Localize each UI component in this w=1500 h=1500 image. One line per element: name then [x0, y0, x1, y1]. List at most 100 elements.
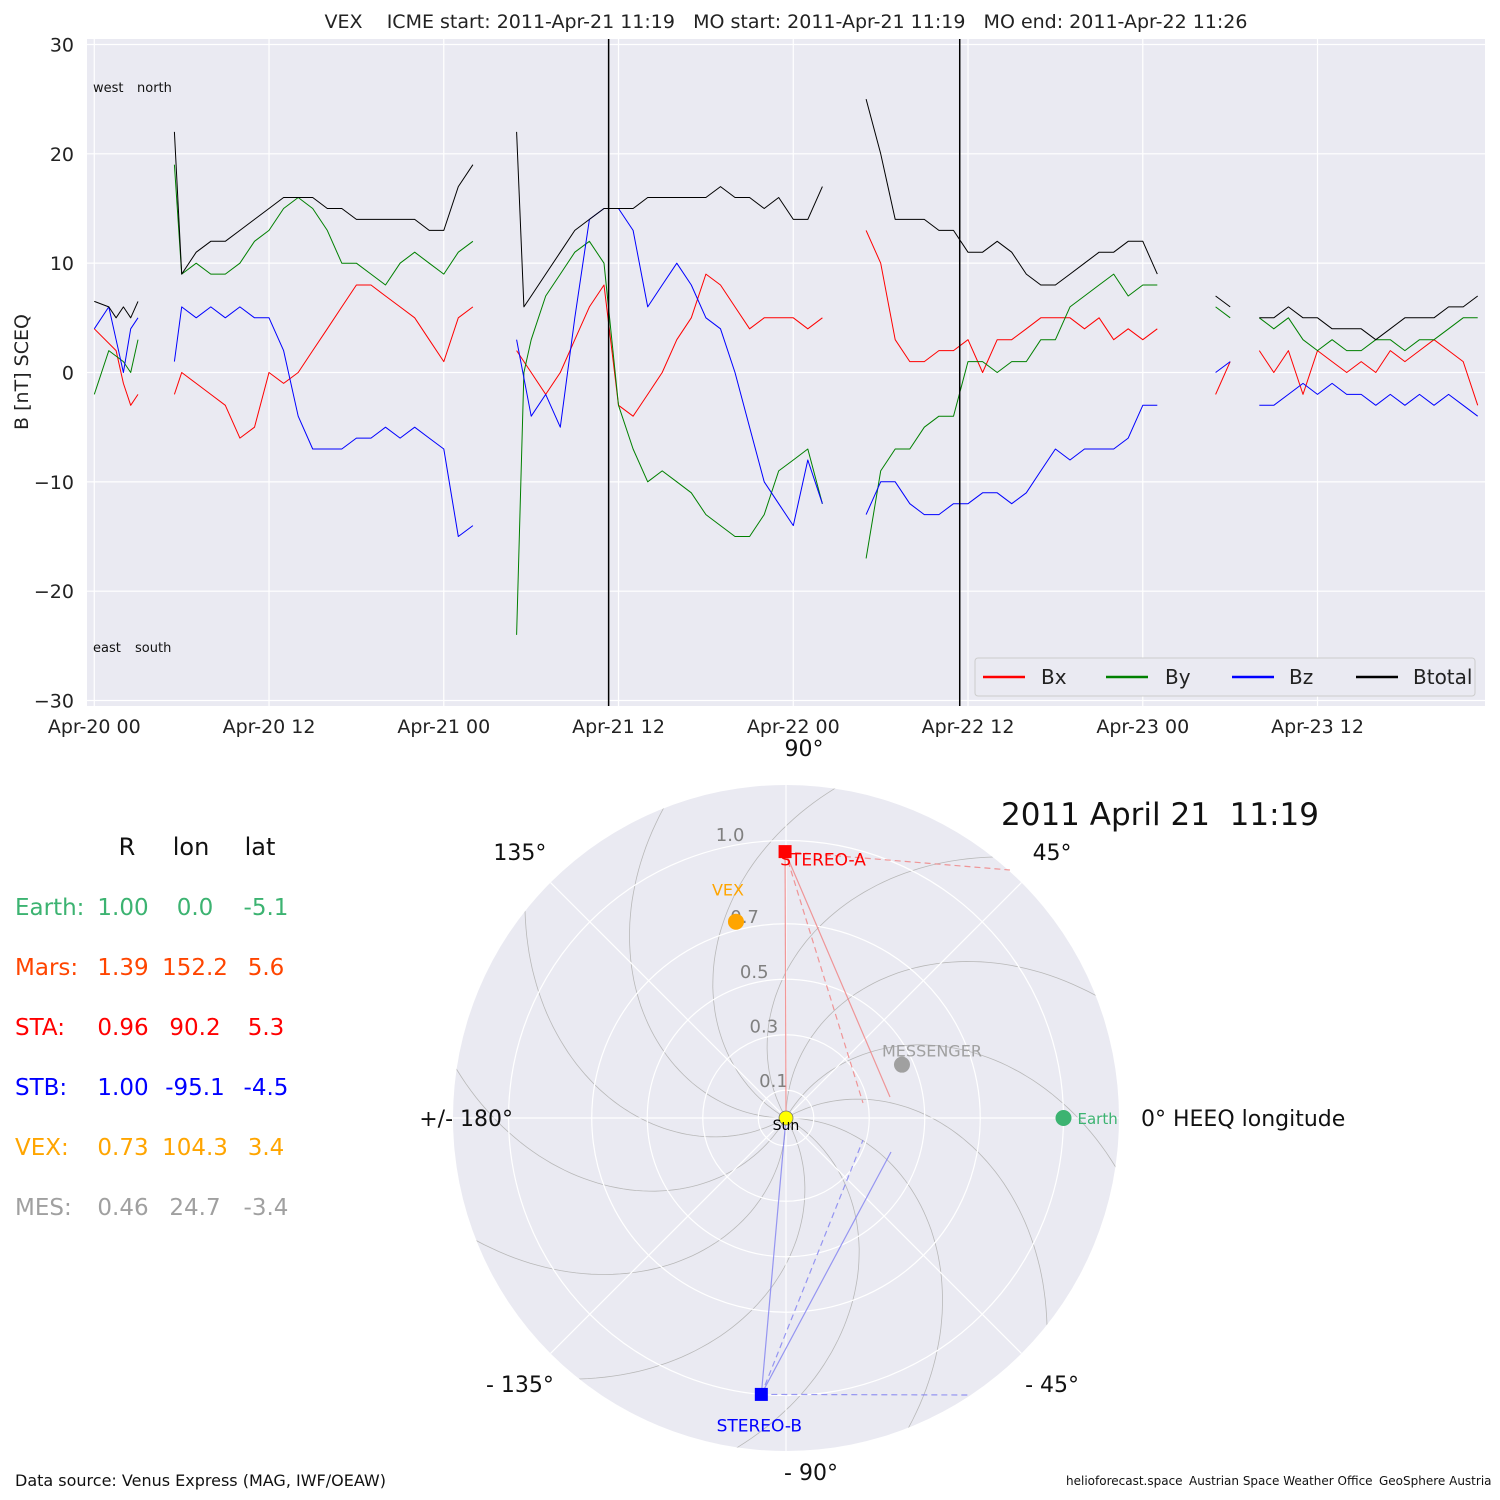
table-cell-r: 0.46 — [97, 1195, 148, 1221]
parker-spiral — [453, 1038, 787, 1192]
table-rows: Earth: 1.00 0.0 -5.1 Mars: 1.39 152.2 5.6 STA: 0.… — [15, 895, 288, 1221]
series-btotal-line — [94, 300, 139, 319]
series-by-line — [1258, 317, 1478, 352]
marker-earth — [1055, 1110, 1072, 1126]
marker-vex — [727, 913, 744, 930]
stereo-b-fov-line — [761, 1393, 971, 1396]
marker-earth-label: Earth — [1078, 1110, 1118, 1128]
marker-vex-label: VEX — [712, 881, 744, 900]
timeseries-grid — [87, 39, 1485, 706]
planet-markers: Sun Earth STEREO-A STEREO-B VEX MESSENGER — [712, 845, 1118, 1436]
credit-geosphere: GeoSphere Austria — [1379, 1474, 1492, 1488]
table-cell-lon: 0.0 — [177, 895, 214, 921]
annotation-west: west — [93, 81, 124, 96]
table-row-label: Earth: — [15, 895, 84, 921]
annotation-east: east — [93, 641, 121, 656]
radial-tick-label: 0.5 — [740, 962, 769, 983]
legend-box — [974, 657, 1476, 697]
timeseries-lines — [93, 98, 1479, 635]
parker-spiral — [785, 1098, 1048, 1361]
parker-spiral — [785, 1117, 943, 1451]
table-cell-lat: -3.4 — [244, 1195, 289, 1221]
angle-tick-label: - 90° — [784, 1461, 838, 1486]
annotation-south: south — [135, 641, 171, 656]
angle-tick-label: 135° — [493, 841, 546, 866]
y-tick-label: −20 — [34, 581, 74, 603]
annotation-north: north — [137, 81, 172, 96]
x-tick-label: Apr-23 00 — [1096, 716, 1189, 738]
legend-bx-label: Bx — [1041, 665, 1067, 689]
marker-stereo-b-label: STEREO-B — [717, 1416, 803, 1436]
stereo-a-fov-line — [784, 851, 891, 1098]
angular-gridline — [550, 882, 787, 1119]
parker-spiral — [712, 785, 866, 1119]
event-markers — [607, 39, 961, 706]
stereo-a-fov-line — [784, 851, 787, 1119]
angle-tick-label: 90° — [785, 737, 824, 762]
series-bx-line — [93, 328, 139, 406]
radial-tick-labels: 0.10.30.50.71.0 — [716, 825, 788, 1092]
legend-bz-label: Bz — [1289, 665, 1313, 689]
table-cell-lon: -95.1 — [165, 1075, 225, 1101]
marker-messenger — [893, 1056, 910, 1073]
table-cell-r: 0.73 — [97, 1135, 148, 1161]
table-cell-lat: -5.1 — [244, 895, 289, 921]
table-cell-lat: 3.4 — [248, 1135, 285, 1161]
y-tick-label: 30 — [50, 34, 74, 56]
timeseries-panel: VEX ICME start: 2011-Apr-21 11:19 MO sta… — [11, 11, 1485, 738]
x-tick-label: Apr-23 12 — [1271, 716, 1364, 738]
y-tick-label: −10 — [34, 472, 74, 494]
table-cell-lat: 5.3 — [248, 1015, 285, 1041]
legend-by-label: By — [1165, 665, 1191, 689]
parker-spiral — [706, 1117, 860, 1451]
angle-tick-label: 45° — [1033, 841, 1072, 866]
timeseries-title: VEX ICME start: 2011-Apr-21 11:19 MO sta… — [325, 11, 1248, 33]
legend-btotal-label: Btotal — [1413, 665, 1472, 689]
table-cell-r: 1.39 — [97, 955, 148, 981]
angular-gridline — [550, 1117, 787, 1354]
table-cell-lon: 152.2 — [162, 955, 228, 981]
data-source: Data source: Venus Express (MAG, IWF/OEA… — [15, 1471, 386, 1490]
series-btotal-line — [865, 98, 1158, 286]
table-header-lat: lat — [245, 833, 276, 861]
series-btotal-line — [173, 131, 474, 275]
marker-stereo-b — [754, 1387, 768, 1401]
angular-gridline — [785, 1117, 1022, 1354]
angular-gridline — [785, 882, 1022, 1119]
x-tick-label: Apr-21 12 — [572, 716, 665, 738]
stereo-b-fov-line — [760, 1139, 864, 1395]
series-bz-line — [173, 306, 474, 537]
parker-spiral — [543, 1117, 806, 1380]
angle-tick-label: - 45° — [1025, 1373, 1079, 1398]
x-tick-label: Apr-21 00 — [397, 716, 490, 738]
table-cell-lat: 5.6 — [248, 955, 285, 981]
series-bz-line — [1215, 361, 1231, 373]
table-cell-r: 1.00 — [97, 1075, 148, 1101]
table-cell-lat: -4.5 — [244, 1075, 289, 1101]
credit-asswo: Austrian Space Weather Office — [1189, 1474, 1373, 1488]
stereo-fields-of-view — [760, 851, 1011, 1396]
table-cell-r: 1.00 — [97, 895, 148, 921]
y-tick-label: 20 — [50, 144, 74, 166]
y-tick-label: −30 — [34, 691, 74, 713]
series-bz-line — [516, 208, 823, 527]
angle-tick-labels: 0° HEEQ longitude 45° 90° 135° +/- 180° - 135… — [419, 737, 1345, 1486]
series-bz-line — [93, 306, 139, 373]
stereo-a-fov-line — [785, 851, 1011, 871]
table-row-label: STA: — [15, 1015, 65, 1041]
credit-helioforecast: helioforecast.space — [1066, 1474, 1183, 1488]
table-header-r: R — [119, 833, 136, 861]
marker-sun-label: Sun — [773, 1118, 800, 1134]
series-bz-line — [1259, 382, 1479, 417]
series-bx-line — [865, 230, 1158, 373]
series-btotal-line — [1259, 295, 1479, 341]
series-bx-line — [1215, 361, 1231, 395]
series-bz-line — [865, 404, 1158, 516]
table-row-label: MES: — [15, 1195, 72, 1221]
series-by-line — [173, 164, 474, 286]
x-tick-label: Apr-22 00 — [747, 716, 840, 738]
table-cell-lon: 104.3 — [162, 1135, 228, 1161]
table-cell-lon: 90.2 — [169, 1015, 220, 1041]
y-tick-label: 0 — [62, 363, 74, 385]
